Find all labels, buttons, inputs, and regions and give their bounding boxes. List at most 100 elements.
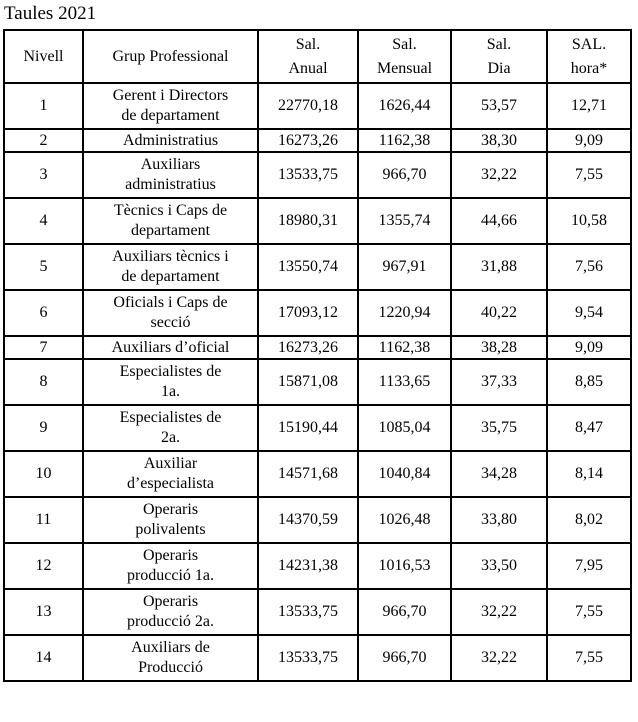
document-page: Taules 2021 Nivell Grup Professional Sal… bbox=[3, 3, 632, 682]
table-row: 8 Especialistes de 1a. 15871,08 1133,65 37,3… bbox=[3, 358, 632, 406]
table-row: 4 Tècnics i Caps de departament 18980,31 13… bbox=[3, 197, 632, 245]
cell-hora: 7,55 bbox=[546, 634, 632, 682]
cell-hora: 9,09 bbox=[546, 335, 632, 360]
table-row: 1 Gerent i Directors de departament 22770,… bbox=[3, 82, 632, 130]
cell-anual: 13533,75 bbox=[257, 634, 359, 682]
cell-anual: 22770,18 bbox=[257, 82, 359, 130]
salary-table: Nivell Grup Professional Sal. Anual Sal.… bbox=[3, 29, 632, 682]
table-row: 14 Auxiliars de Producció 13533,75 966,70 32… bbox=[3, 634, 632, 682]
header-anual: Sal. Anual bbox=[257, 29, 359, 84]
cell-grup: Gerent i Directors de departament bbox=[82, 82, 259, 130]
cell-anual: 14571,68 bbox=[257, 450, 359, 498]
cell-dia: 32,22 bbox=[450, 634, 548, 682]
table-row: 13 Operaris producció 2a. 13533,75 966,70 32… bbox=[3, 588, 632, 636]
cell-hora: 8,85 bbox=[546, 358, 632, 406]
cell-nivell: 7 bbox=[3, 335, 84, 360]
cell-anual: 14370,59 bbox=[257, 496, 359, 544]
cell-mensual: 966,70 bbox=[357, 588, 452, 636]
cell-hora: 7,55 bbox=[546, 588, 632, 636]
cell-nivell: 6 bbox=[3, 289, 84, 337]
cell-nivell: 9 bbox=[3, 404, 84, 452]
cell-nivell: 14 bbox=[3, 634, 84, 682]
table-row: 7 Auxiliars d’oficial 16273,26 1162,38 38,28… bbox=[3, 335, 632, 360]
cell-hora: 7,55 bbox=[546, 151, 632, 199]
page-title: Taules 2021 bbox=[4, 3, 97, 24]
cell-mensual: 966,70 bbox=[357, 151, 452, 199]
cell-anual: 13533,75 bbox=[257, 588, 359, 636]
cell-nivell: 11 bbox=[3, 496, 84, 544]
header-grup: Grup Professional bbox=[82, 29, 259, 84]
header-hora: SAL. hora* bbox=[546, 29, 632, 84]
cell-anual: 18980,31 bbox=[257, 197, 359, 245]
cell-mensual: 1040,84 bbox=[357, 450, 452, 498]
cell-grup: Auxiliars de Producció bbox=[82, 634, 259, 682]
cell-grup: Oficials i Caps de secció bbox=[82, 289, 259, 337]
cell-grup: Auxiliars administratius bbox=[82, 151, 259, 199]
cell-nivell: 10 bbox=[3, 450, 84, 498]
cell-grup: Auxiliars tècnics i de departament bbox=[82, 243, 259, 291]
cell-dia: 37,33 bbox=[450, 358, 548, 406]
cell-anual: 13550,74 bbox=[257, 243, 359, 291]
cell-anual: 15871,08 bbox=[257, 358, 359, 406]
cell-hora: 7,95 bbox=[546, 542, 632, 590]
cell-dia: 40,22 bbox=[450, 289, 548, 337]
cell-dia: 44,66 bbox=[450, 197, 548, 245]
cell-dia: 32,22 bbox=[450, 588, 548, 636]
cell-mensual: 966,70 bbox=[357, 634, 452, 682]
cell-grup: Operaris producció 2a. bbox=[82, 588, 259, 636]
table-row: 2 Administratius 16273,26 1162,38 38,30 9,09 bbox=[3, 128, 632, 153]
cell-dia: 38,28 bbox=[450, 335, 548, 360]
cell-grup: Especialistes de 1a. bbox=[82, 358, 259, 406]
table-row: 5 Auxiliars tècnics i de departament 13550… bbox=[3, 243, 632, 291]
table-body: 1 Gerent i Directors de departament 22770,… bbox=[3, 82, 632, 682]
cell-hora: 9,54 bbox=[546, 289, 632, 337]
cell-mensual: 1133,65 bbox=[357, 358, 452, 406]
cell-nivell: 12 bbox=[3, 542, 84, 590]
cell-anual: 17093,12 bbox=[257, 289, 359, 337]
cell-anual: 13533,75 bbox=[257, 151, 359, 199]
cell-grup: Operaris polivalents bbox=[82, 496, 259, 544]
cell-grup: Auxiliar d’especialista bbox=[82, 450, 259, 498]
cell-anual: 16273,26 bbox=[257, 335, 359, 360]
cell-nivell: 8 bbox=[3, 358, 84, 406]
cell-hora: 7,56 bbox=[546, 243, 632, 291]
cell-hora: 8,47 bbox=[546, 404, 632, 452]
cell-nivell: 4 bbox=[3, 197, 84, 245]
cell-mensual: 967,91 bbox=[357, 243, 452, 291]
cell-dia: 34,28 bbox=[450, 450, 548, 498]
table-row: 3 Auxiliars administratius 13533,75 966,70 3… bbox=[3, 151, 632, 199]
cell-grup: Administratius bbox=[82, 128, 259, 153]
table-row: 10 Auxiliar d’especialista 14571,68 1040,84… bbox=[3, 450, 632, 498]
cell-mensual: 1162,38 bbox=[357, 335, 452, 360]
table-row: 9 Especialistes de 2a. 15190,44 1085,04 35,7… bbox=[3, 404, 632, 452]
cell-dia: 53,57 bbox=[450, 82, 548, 130]
cell-nivell: 3 bbox=[3, 151, 84, 199]
cell-hora: 12,71 bbox=[546, 82, 632, 130]
table-row: 6 Oficials i Caps de secció 17093,12 1220,9… bbox=[3, 289, 632, 337]
cell-mensual: 1085,04 bbox=[357, 404, 452, 452]
header-nivell: Nivell bbox=[3, 29, 84, 84]
cell-dia: 32,22 bbox=[450, 151, 548, 199]
cell-dia: 38,30 bbox=[450, 128, 548, 153]
cell-anual: 14231,38 bbox=[257, 542, 359, 590]
cell-grup: Auxiliars d’oficial bbox=[82, 335, 259, 360]
header-dia: Sal. Dia bbox=[450, 29, 548, 84]
cell-mensual: 1026,48 bbox=[357, 496, 452, 544]
cell-mensual: 1162,38 bbox=[357, 128, 452, 153]
cell-mensual: 1016,53 bbox=[357, 542, 452, 590]
header-mensual: Sal. Mensual bbox=[357, 29, 452, 84]
cell-anual: 16273,26 bbox=[257, 128, 359, 153]
cell-nivell: 13 bbox=[3, 588, 84, 636]
cell-grup: Tècnics i Caps de departament bbox=[82, 197, 259, 245]
cell-dia: 33,50 bbox=[450, 542, 548, 590]
table-row: 12 Operaris producció 1a. 14231,38 1016,53 3… bbox=[3, 542, 632, 590]
cell-hora: 8,14 bbox=[546, 450, 632, 498]
cell-dia: 31,88 bbox=[450, 243, 548, 291]
cell-dia: 33,80 bbox=[450, 496, 548, 544]
cell-mensual: 1220,94 bbox=[357, 289, 452, 337]
cell-hora: 10,58 bbox=[546, 197, 632, 245]
header-row: Nivell Grup Professional Sal. Anual Sal.… bbox=[3, 29, 632, 84]
cell-nivell: 5 bbox=[3, 243, 84, 291]
cell-hora: 8,02 bbox=[546, 496, 632, 544]
cell-mensual: 1626,44 bbox=[357, 82, 452, 130]
